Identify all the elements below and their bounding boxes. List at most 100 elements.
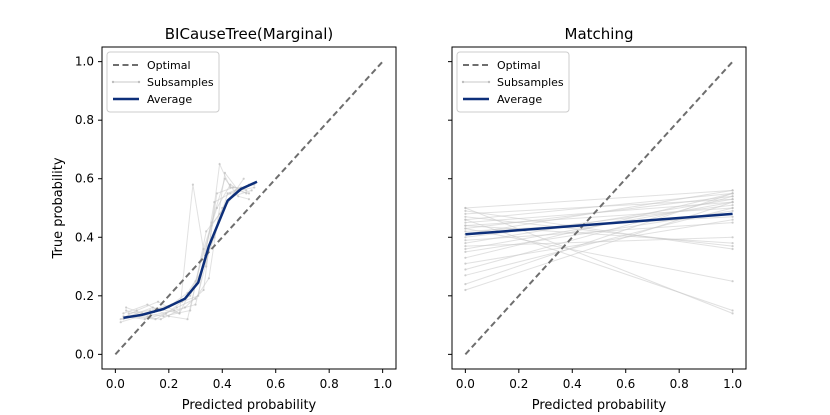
subsample-point: [218, 163, 221, 166]
legend-subsamples-label: Subsamples: [497, 76, 564, 89]
subsample-point: [464, 230, 467, 233]
y-tick-label: 0.6: [75, 172, 94, 186]
x-tick-label: 1.0: [373, 377, 392, 391]
subsample-point: [245, 192, 248, 195]
x-tick-label: 0.8: [670, 377, 689, 391]
panel-bicausetree: 0.0 0.2 0.4 0.6 0.8 1.0 0.0 0.2 0.4 0.6 0.8 1.0 BICa…: [51, 25, 397, 413]
legend-optimal-label: Optimal: [497, 59, 541, 72]
subsample-point: [464, 224, 467, 227]
subsample-point: [202, 288, 205, 292]
subsample-line: [465, 192, 733, 285]
subsample-point: [464, 250, 467, 253]
subsample-point: [223, 171, 226, 174]
subsample-point: [175, 306, 178, 309]
subsample-line: [465, 192, 733, 259]
subsample-point: [464, 236, 467, 239]
subsample-point: [464, 242, 467, 245]
subsample-point: [464, 239, 467, 242]
subsample-point: [229, 183, 232, 186]
subsample-point: [162, 315, 165, 318]
subsample-point: [464, 283, 467, 286]
subsample-point: [731, 221, 734, 224]
subsample-line: [465, 189, 733, 209]
subsample-point: [731, 201, 734, 204]
legend-subsamples-point: [461, 80, 465, 84]
legend-box: [106, 51, 220, 113]
subsample-lines: [464, 189, 734, 315]
subsample-line: [465, 219, 733, 311]
subsample-point: [125, 306, 128, 309]
subsample-point: [229, 192, 232, 195]
x-tick-label: 0.0: [106, 377, 125, 391]
subsample-point: [167, 315, 170, 318]
legend-subsamples-point: [111, 80, 115, 84]
legend-optimal-label: Optimal: [147, 59, 191, 72]
subsample-point: [464, 209, 467, 212]
legend-average-label: Average: [147, 93, 192, 106]
subsample-point: [215, 206, 218, 210]
legend-box: [456, 51, 570, 113]
subsample-point: [464, 215, 467, 218]
panel-matching: 0.0 0.2 0.4 0.6 0.8 1.0 Matching Predicted prob…: [448, 25, 747, 413]
subsample-point: [157, 300, 160, 303]
subsample-point: [731, 312, 734, 315]
x-tick-label: 0.6: [616, 377, 635, 391]
subsample-point: [149, 309, 152, 312]
subsample-point: [119, 321, 122, 324]
legend: Optimal Subsamples Average: [106, 51, 220, 113]
subsample-point: [202, 247, 205, 251]
subsample-point: [226, 192, 229, 195]
subsample-point: [205, 230, 208, 233]
x-axis-label: Predicted probability: [182, 398, 317, 413]
subsample-point: [464, 227, 467, 230]
subsample-point: [731, 206, 734, 210]
subsample-point: [464, 268, 467, 271]
x-tick-label: 0.2: [509, 377, 528, 391]
subsample-point: [127, 312, 130, 315]
subsample-line: [125, 189, 252, 317]
subsample-point: [242, 177, 245, 180]
subsample-point: [125, 309, 128, 312]
subsample-point: [464, 247, 467, 251]
subsample-point: [464, 206, 467, 210]
axes-frame: [451, 46, 747, 370]
subsample-point: [247, 192, 251, 195]
subsample-line: [465, 216, 733, 247]
x-tick-label: 1.0: [723, 377, 742, 391]
subsample-point: [143, 318, 146, 321]
subsample-point: [189, 294, 192, 297]
subsample-point: [250, 189, 253, 192]
subsample-lines: [119, 162, 256, 324]
subsample-point: [253, 186, 256, 189]
subsample-point: [247, 198, 251, 201]
legend-subsamples-point: [137, 80, 141, 84]
y-tick-label: 1.0: [75, 55, 94, 69]
legend-average-label: Average: [497, 93, 542, 106]
chart-title: BICauseTree(Marginal): [165, 25, 333, 43]
x-tick-label: 0.8: [320, 377, 339, 391]
x-tick-label: 0.4: [213, 377, 232, 391]
subsample-point: [464, 221, 467, 224]
x-tick-label: 0.2: [159, 377, 178, 391]
legend-subsamples-label: Subsamples: [147, 76, 214, 89]
subsample-point: [159, 318, 162, 321]
subsample-point: [731, 195, 734, 198]
subsample-point: [731, 242, 734, 245]
average-line: [123, 180, 258, 320]
subsample-point: [731, 198, 734, 201]
x-tick-label: 0.4: [563, 377, 582, 391]
subsample-line: [120, 162, 244, 323]
subsample-point: [464, 212, 467, 215]
legend: Optimal Subsamples Average: [456, 51, 570, 113]
subsample-point: [178, 312, 181, 315]
subsample-line: [465, 210, 733, 250]
legend-subsamples-point: [487, 80, 491, 84]
subsample-point: [194, 303, 197, 306]
subsample-point: [237, 195, 240, 198]
y-tick-label: 0.4: [75, 230, 94, 244]
average-line: [465, 212, 733, 236]
subsample-point: [731, 209, 734, 212]
subsample-point: [731, 189, 734, 192]
subsample-point: [731, 218, 734, 221]
